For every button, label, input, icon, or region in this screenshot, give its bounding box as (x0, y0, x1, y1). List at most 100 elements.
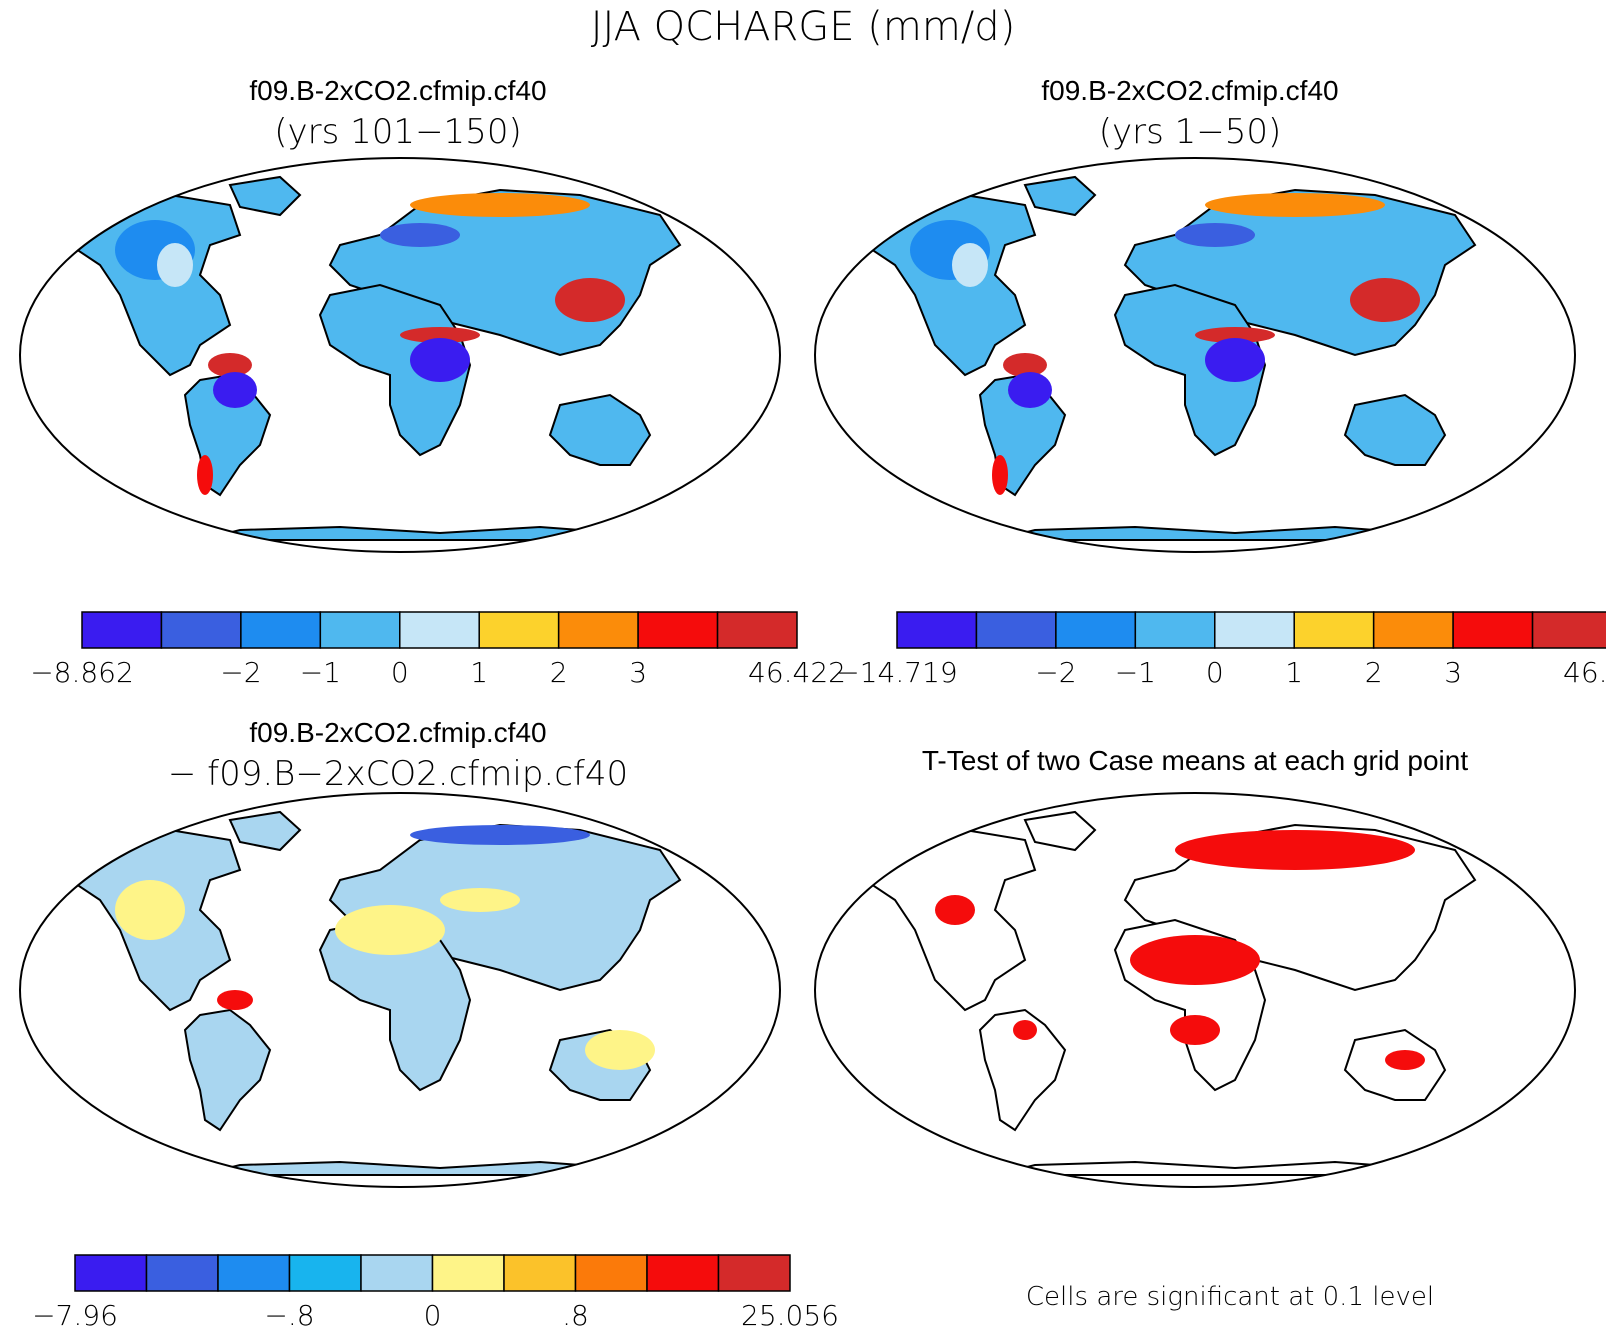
colorbar-swatch (716, 611, 798, 649)
colorbar-swatch (478, 611, 560, 649)
colorbar-label: 46.422 (748, 656, 846, 689)
land-patch (157, 243, 193, 287)
colorbar-swatch (217, 1254, 291, 1292)
land-patch (992, 455, 1008, 495)
land-patch (1195, 327, 1275, 343)
colorbar-swatch (975, 611, 1057, 649)
panel-subtitle: (yrs 101−150) (274, 112, 521, 152)
colorbar-swatch (503, 1254, 577, 1292)
colorbar-swatch (145, 1254, 219, 1292)
colorbar-top-left: −8.862 −2 −1 0 1 2 3 46.422 (30, 611, 846, 689)
panel-title: f09.B-2xCO2.cfmip.cf40 (249, 75, 546, 106)
colorbar-swatch (1134, 611, 1216, 649)
colorbar-label: −1 (300, 656, 341, 689)
land-patch (115, 880, 185, 940)
colorbar-label: 2 (550, 656, 568, 689)
map-frame (814, 792, 1576, 1188)
land-patch (1008, 372, 1052, 408)
colorbar-label: 2 (1365, 656, 1383, 689)
land-patch (1350, 278, 1420, 322)
colorbar-labels: −14.719 −2 −1 0 1 2 3 46.541 (836, 656, 1606, 689)
colorbar-swatches (74, 1254, 791, 1292)
colorbar-label: .8 (562, 1299, 589, 1327)
map-bottom-left (19, 792, 781, 1188)
colorbar-label: 25.056 (741, 1299, 839, 1327)
land-patch (208, 353, 252, 377)
colorbar-swatch (637, 611, 719, 649)
map-bottom-right (814, 792, 1576, 1188)
map-frame (814, 157, 1576, 553)
panel-title: f09.B-2xCO2.cfmip.cf40 (1041, 75, 1338, 106)
colorbar-swatches (896, 611, 1606, 649)
colorbar-labels: −8.862 −2 −1 0 1 2 3 46.422 (30, 656, 846, 689)
land-patch (410, 338, 470, 382)
land-patch (380, 223, 460, 247)
colorbar-swatch (74, 1254, 148, 1292)
colorbar-label: 3 (629, 656, 647, 689)
panel-top-left: f09.B-2xCO2.cfmip.cf40 (yrs 101−150) −8 (19, 75, 846, 689)
land-patch (335, 905, 445, 955)
land-patch (1205, 193, 1385, 217)
colorbar-swatch (896, 611, 978, 649)
panel-bottom-left: f09.B-2xCO2.cfmip.cf40 − f09.B−2xCO2.cfm… (19, 717, 839, 1327)
colorbar-label: −2 (220, 656, 261, 689)
colorbar-labels: −7.96 −.8 0 .8 25.056 (32, 1299, 839, 1327)
colorbar-label: 46.541 (1563, 656, 1606, 689)
colorbar-top-right: −14.719 −2 −1 0 1 2 3 46.541 (836, 611, 1606, 689)
colorbar-swatch (360, 1254, 434, 1292)
significant-area (1130, 935, 1260, 985)
panel-subtitle: − f09.B−2xCO2.cfmip.cf40 (168, 754, 628, 794)
panel-subtitle: (yrs 1−50) (1099, 112, 1282, 152)
colorbar-label: −8.862 (30, 656, 134, 689)
colorbar-swatch (1372, 611, 1454, 649)
significant-area (1175, 830, 1415, 870)
land-patch (1205, 338, 1265, 382)
panel-top-right: f09.B-2xCO2.cfmip.cf40 (yrs 1−50) −14.7 (814, 75, 1606, 689)
map-frame (19, 792, 781, 1188)
land-patch (410, 193, 590, 217)
map-top-right (814, 157, 1576, 553)
colorbar-swatch (557, 611, 639, 649)
colorbar-swatch (1055, 611, 1137, 649)
land-patch (217, 990, 253, 1010)
land-patch (410, 825, 590, 845)
colorbar-swatch (81, 611, 163, 649)
colorbar-bottom-left: −7.96 −.8 0 .8 25.056 (32, 1254, 839, 1327)
colorbar-label: −1 (1115, 656, 1156, 689)
colorbar-swatch (717, 1254, 791, 1292)
colorbar-swatch (1452, 611, 1534, 649)
land-patch (555, 278, 625, 322)
colorbar-swatch (646, 1254, 720, 1292)
panel-title: T-Test of two Case means at each grid po… (922, 745, 1468, 776)
colorbar-swatch (288, 1254, 362, 1292)
panel-title: f09.B-2xCO2.cfmip.cf40 (249, 717, 546, 748)
land-patch (952, 243, 988, 287)
land-patch (585, 1030, 655, 1070)
main-title: JJA QCHARGE (mm/d) (591, 4, 1016, 50)
colorbar-swatch (1293, 611, 1375, 649)
map-top-left (19, 157, 781, 553)
colorbar-label: 1 (1285, 656, 1303, 689)
colorbar-swatch (319, 611, 401, 649)
significant-area (935, 895, 975, 925)
land-patch (400, 327, 480, 343)
colorbar-label: −2 (1035, 656, 1076, 689)
colorbar-label: 0 (424, 1299, 442, 1327)
colorbar-swatch (431, 1254, 505, 1292)
colorbar-swatch (1214, 611, 1295, 649)
panel-bottom-right: T-Test of two Case means at each grid po… (814, 745, 1576, 1312)
significant-area (1013, 1020, 1037, 1040)
colorbar-label: −.8 (264, 1299, 314, 1327)
land-patch (1175, 223, 1255, 247)
land-patch (1003, 353, 1047, 377)
significance-note: Cells are significant at 0.1 level (1026, 1282, 1434, 1312)
colorbar-swatches (81, 611, 798, 649)
colorbar-label: 1 (470, 656, 488, 689)
land-patch (440, 888, 520, 912)
colorbar-swatch (240, 611, 322, 649)
colorbar-swatch (574, 1254, 648, 1292)
colorbar-swatch (399, 611, 480, 649)
significant-area (1170, 1015, 1220, 1045)
map-frame (19, 157, 781, 553)
